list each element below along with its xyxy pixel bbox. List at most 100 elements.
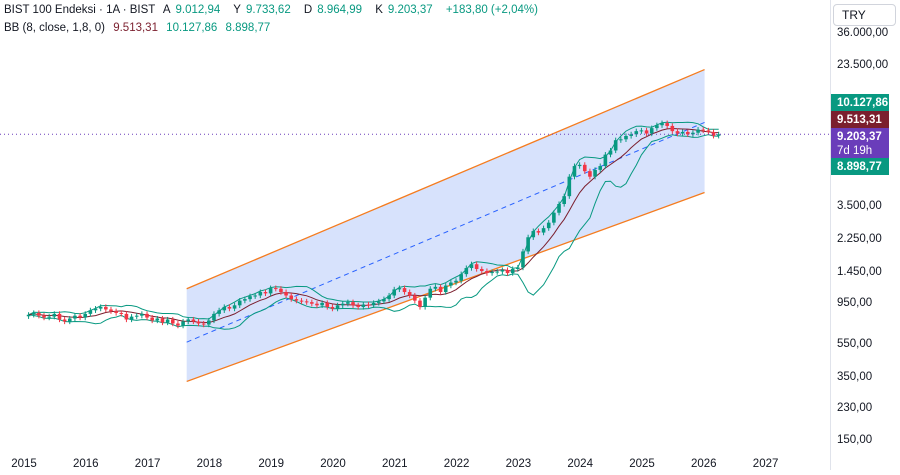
candle-body xyxy=(510,269,515,274)
candle-body xyxy=(516,267,520,270)
candle-body xyxy=(577,164,582,167)
candle-body xyxy=(330,306,335,309)
candle-body xyxy=(176,323,180,326)
candle-body xyxy=(222,306,227,311)
x-tick-label: 2026 xyxy=(691,458,717,470)
candle-body xyxy=(716,134,721,136)
x-tick-label: 2019 xyxy=(258,458,284,470)
channel-upper-line xyxy=(186,68,705,290)
candle-body xyxy=(73,315,77,319)
candle-body xyxy=(536,231,541,233)
candle-body xyxy=(562,196,566,204)
candle-body xyxy=(443,285,448,293)
price-chart[interactable] xyxy=(0,0,830,470)
candle-body xyxy=(47,316,51,318)
change-value: +183,80 (+2,04%) xyxy=(445,4,538,16)
bb-lower-badge: 8.898,77 xyxy=(831,158,889,175)
x-tick-label: 2016 xyxy=(73,458,99,470)
candle-body xyxy=(413,295,417,301)
x-tick-label: 2015 xyxy=(11,458,37,470)
candle-body xyxy=(387,295,391,300)
candle-body xyxy=(552,212,556,223)
candle-body xyxy=(52,313,57,317)
candle-body xyxy=(258,292,263,296)
candle-body xyxy=(624,135,628,140)
candle-body xyxy=(557,203,561,213)
x-tick-label: 2017 xyxy=(134,458,161,470)
candle-body xyxy=(644,130,649,134)
candle-body xyxy=(433,286,438,289)
candle-body xyxy=(263,292,268,294)
candle-body xyxy=(459,274,463,281)
candle-body xyxy=(485,271,489,274)
candle-body xyxy=(340,303,345,306)
candle-body xyxy=(320,302,324,306)
close-label: K xyxy=(375,4,383,16)
candle-body xyxy=(361,304,366,307)
candle-body xyxy=(685,131,690,135)
candle-body xyxy=(418,300,422,307)
candle-body xyxy=(660,123,664,126)
candle-body xyxy=(634,131,639,135)
candle-body xyxy=(201,323,206,325)
candle-body xyxy=(691,132,695,135)
candle-body xyxy=(382,299,386,302)
x-tick-label: 2018 xyxy=(196,458,223,470)
high-value: 9.733,62 xyxy=(245,4,291,16)
candle-body xyxy=(129,316,134,320)
candle-body xyxy=(603,154,608,167)
candle-body xyxy=(680,131,685,134)
chart-area[interactable]: BIST 100 Endeksi · 1A · BIST A 9.012,94 Y… xyxy=(0,0,830,470)
y-tick-label: 1.450,00 xyxy=(837,265,882,278)
candle-body xyxy=(243,299,247,301)
channel-fill xyxy=(186,69,705,382)
candle-body xyxy=(521,251,525,268)
candle-body xyxy=(541,228,546,233)
candle-body xyxy=(366,304,371,306)
candle-body xyxy=(469,264,474,269)
candle-body xyxy=(186,319,191,322)
x-tick-label: 2020 xyxy=(320,458,346,470)
bb-legend[interactable]: BB (8, close, 1,8, 0) 9.513,31 10.127,86… xyxy=(4,22,275,34)
candle-body xyxy=(181,321,185,326)
bb-basis-badge: 9.513,31 xyxy=(831,111,889,128)
symbol-name[interactable]: BIST 100 Endeksi · 1A · BIST xyxy=(4,4,156,16)
candle-body xyxy=(598,166,603,170)
candle-body xyxy=(109,309,113,312)
x-tick-label: 2022 xyxy=(443,458,470,470)
candle-body xyxy=(490,272,494,274)
candle-body xyxy=(310,302,314,304)
candle-body xyxy=(150,317,154,321)
candle-body xyxy=(546,222,551,229)
candle-body xyxy=(284,292,288,296)
currency-button[interactable]: TRY xyxy=(833,4,896,26)
candle-body xyxy=(304,301,309,303)
bb-upper-badge: 10.127,86 xyxy=(831,94,889,111)
candle-body xyxy=(134,315,139,317)
candle-body xyxy=(299,300,304,302)
candle-body xyxy=(212,313,216,321)
bb-lower-value: 8.898,77 xyxy=(225,22,271,34)
candle-body xyxy=(608,150,613,155)
candle-body xyxy=(711,131,716,136)
candle-body xyxy=(335,305,340,309)
candle-body xyxy=(119,312,124,314)
candle-body xyxy=(505,270,510,274)
y-tick-label: 350,00 xyxy=(837,371,873,384)
candle-body xyxy=(701,129,706,131)
candle-body xyxy=(495,271,500,273)
candle-body xyxy=(289,295,294,300)
candle-body xyxy=(397,288,402,290)
candle-body xyxy=(160,318,165,323)
candle-body xyxy=(315,303,319,306)
candle-body xyxy=(294,299,299,301)
candle-body xyxy=(474,264,479,270)
countdown-badge: 7d 19h xyxy=(831,142,889,159)
candle-body xyxy=(619,139,623,141)
candle-body xyxy=(392,289,397,296)
candle-body xyxy=(37,312,41,316)
candle-body xyxy=(454,280,458,283)
candle-body xyxy=(170,319,175,324)
price-scale[interactable] xyxy=(830,0,900,470)
y-tick-label: 230,00 xyxy=(837,402,873,415)
